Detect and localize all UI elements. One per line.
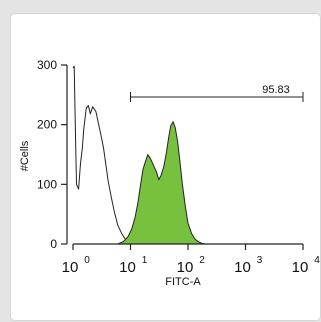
y-tick-label: 300 bbox=[37, 58, 57, 72]
gate-label: 95.83 bbox=[262, 84, 290, 96]
x-tick-exponent: 0 bbox=[84, 255, 90, 266]
x-tick-exponent: 1 bbox=[142, 255, 148, 266]
series-layer bbox=[72, 65, 206, 245]
x-tick-exponent: 2 bbox=[199, 255, 205, 266]
x-tick-label: 10 bbox=[234, 259, 251, 276]
y-tick-layer: 0 100 200 300 bbox=[37, 58, 67, 251]
x-tick-label: 10 bbox=[177, 259, 194, 276]
y-tick-label: 200 bbox=[37, 118, 57, 132]
x-tick-exponent: 4 bbox=[314, 255, 320, 266]
y-tick-label: 100 bbox=[37, 177, 57, 191]
y-axis-label: #Cells bbox=[19, 140, 31, 171]
chart-card: 0 100 200 300 10 0 10 1 10 2 10 3 10 4 95.83 FITC-A … bbox=[10, 13, 321, 321]
series-1-filled bbox=[117, 121, 206, 245]
x-tick-label: 10 bbox=[62, 259, 79, 276]
x-tick-label: 10 bbox=[292, 259, 309, 276]
y-tick-label: 0 bbox=[50, 237, 57, 251]
gate-layer: 95.83 bbox=[130, 84, 304, 102]
x-axis-label: FITC-A bbox=[165, 276, 201, 288]
x-tick-layer: 10 0 10 1 10 2 10 3 10 4 bbox=[62, 244, 320, 276]
series-0-outline bbox=[72, 65, 138, 245]
x-tick-exponent: 3 bbox=[257, 255, 263, 266]
x-tick-label: 10 bbox=[119, 259, 136, 276]
